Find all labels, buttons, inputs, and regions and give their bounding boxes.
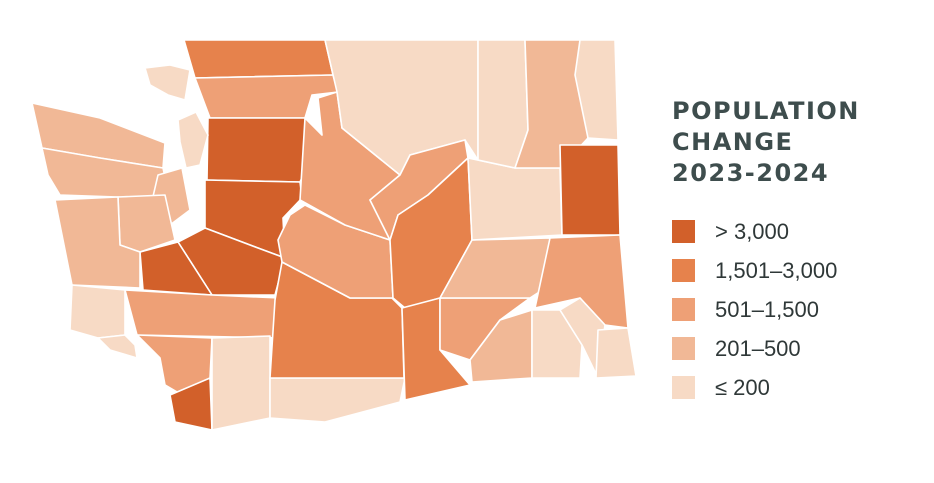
county-pacific	[69, 284, 126, 339]
county-island	[177, 111, 209, 169]
legend-swatch	[672, 259, 695, 282]
legend-swatch	[672, 376, 695, 399]
county-lincoln	[467, 157, 563, 241]
legend-label: 1,501–3,000	[715, 257, 838, 283]
county-pend-oreille	[574, 39, 619, 141]
legend-title-line-3: 2023-2024	[672, 159, 830, 187]
county-ferry	[477, 39, 529, 169]
county-skamania	[211, 335, 271, 431]
county-skagit	[194, 74, 339, 119]
legend-title-line-2: CHANGE	[672, 128, 794, 156]
legend-swatch	[672, 220, 695, 243]
county-asotin	[595, 327, 637, 379]
legend-swatch	[672, 298, 695, 321]
legend-label: 501–1,500	[715, 296, 819, 322]
county-benton	[401, 297, 471, 401]
legend-item-over-3000: > 3,000	[672, 212, 837, 251]
legend-item-200-or-less: ≤ 200	[672, 368, 837, 407]
county-san-juan	[144, 64, 191, 101]
county-spokane	[559, 144, 621, 236]
legend-title: POPULATION CHANGE 2023-2024	[672, 96, 912, 189]
county-lewis	[124, 289, 283, 339]
county-mason	[117, 194, 176, 253]
county-klickitat	[269, 377, 406, 423]
legend: > 3,000 1,501–3,000 501–1,500 201–500 ≤ …	[672, 212, 837, 407]
legend-item-501-1500: 501–1,500	[672, 290, 837, 329]
legend-item-1501-3000: 1,501–3,000	[672, 251, 837, 290]
legend-item-201-500: 201–500	[672, 329, 837, 368]
legend-label: ≤ 200	[715, 374, 770, 400]
legend-label: > 3,000	[715, 218, 790, 244]
legend-swatch	[672, 337, 695, 360]
county-whatcom	[183, 39, 334, 79]
county-columbia	[531, 309, 583, 379]
county-map	[31, 39, 637, 431]
legend-label: 201–500	[715, 335, 801, 361]
county-wahkiakum	[97, 334, 138, 359]
legend-title-line-1: POPULATION	[672, 97, 860, 125]
